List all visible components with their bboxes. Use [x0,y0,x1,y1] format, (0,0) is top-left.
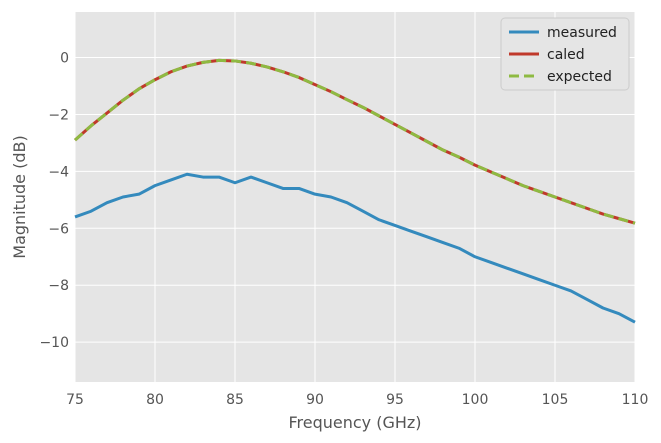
tick-labels: 75 80 85 90 95 100 105 110 0 −2 −4 −6 −8 −10 [39,51,648,408]
y-tick-label: 0 [60,51,69,67]
x-tick-label: 90 [306,392,324,408]
series-line-measured [74,172,636,324]
x-tick-label: 75 [66,392,84,408]
y-tick-label: −10 [39,335,69,351]
legend-label-expected: expected [547,69,612,85]
legend: measured caled expected [500,17,630,91]
x-tick-label: 85 [226,392,244,408]
legend-label-measured: measured [547,25,617,41]
x-tick-label: 80 [146,392,164,408]
x-tick-label: 105 [542,392,569,408]
series-lines [74,58,636,324]
legend-box [500,17,630,91]
x-tick-label: 100 [462,392,489,408]
series-line-expected [74,58,636,225]
x-axis-label: Frequency (GHz) [288,413,421,432]
y-tick-label: −6 [48,221,69,237]
y-tick-label: −4 [48,164,69,180]
x-tick-label: 110 [622,392,649,408]
y-tick-label: −2 [48,107,69,123]
x-tick-label: 95 [386,392,404,408]
y-axis-label: Magnitude (dB) [10,135,29,258]
grid [74,12,636,382]
y-tick-label: −8 [48,278,69,294]
legend-label-caled: caled [547,47,585,63]
